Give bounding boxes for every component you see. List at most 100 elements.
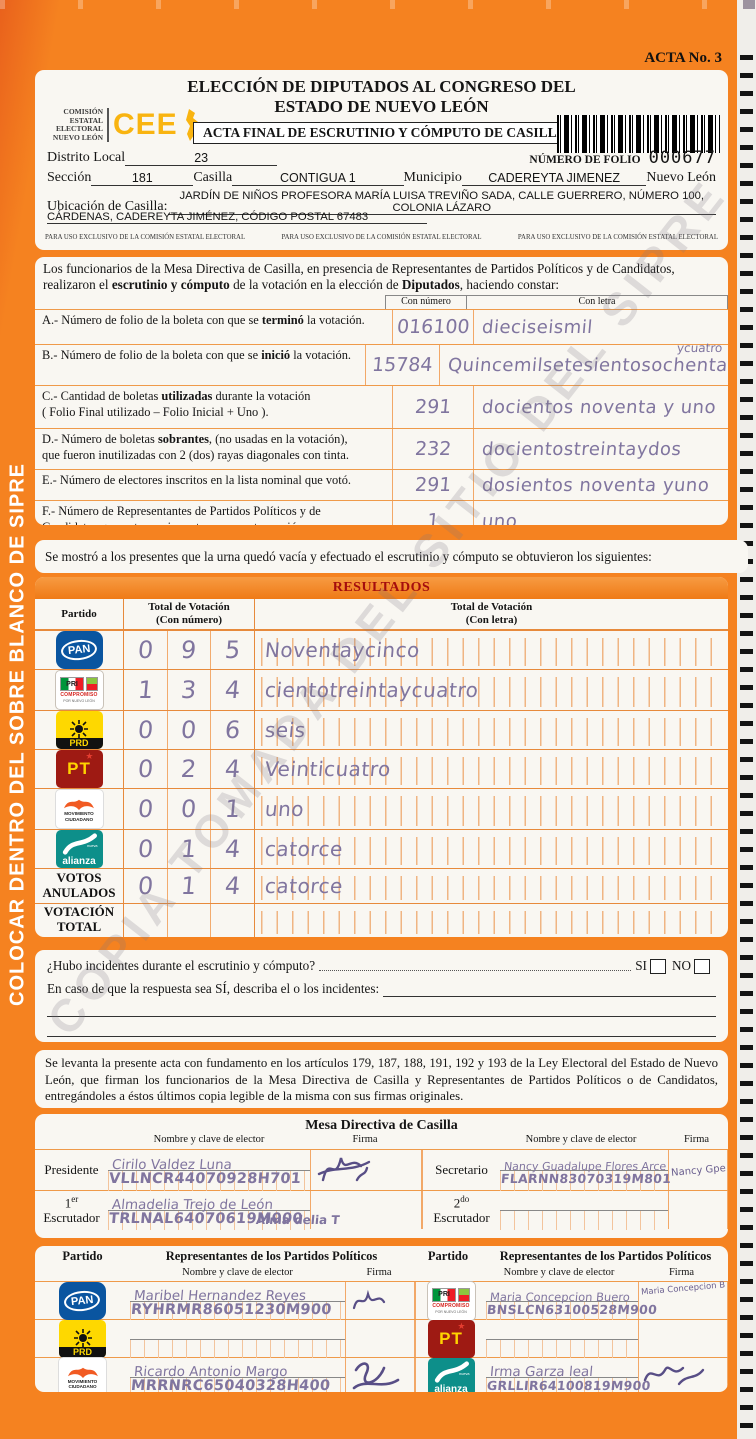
reps-subheader-row: Nombre y clave de elector Firma Nombre y … (182, 1267, 695, 1278)
signature-scribble (317, 1157, 371, 1182)
reps-header-row: Partido Representantes de los Partidos P… (62, 1249, 712, 1263)
incidents-describe-row: En caso de que la respuesta sea SÍ, desc… (47, 981, 716, 997)
handwritten-words: docientostreintaydos (481, 438, 683, 460)
acta-subtitle: ACTA FINAL DE ESCRUTINIO Y CÓMPUTO DE CA… (193, 122, 577, 144)
handwritten-words: dosientos noventa yuno (481, 474, 711, 496)
pri-rep-firma-cell: Maria Concepcion B (638, 1280, 728, 1319)
representantes-table: Partido Representantes de los Partidos P… (35, 1246, 728, 1392)
escrutador1-name-cell: Almadelia Trejo de León TRLNAL64070619M0… (108, 1191, 340, 1230)
mc-eagle-icon (67, 1367, 98, 1378)
boletas-section: Los funcionarios de la Mesa Directiva de… (35, 257, 728, 525)
folio-row: NÚMERO DE FOLIO 000677 (529, 148, 716, 168)
sleeve-instruction-vertical: COLOCAR DENTRO DEL SOBRE BLANCO DE SIPRE (6, 463, 29, 1007)
ubicacion-line2: CÁRDENAS, CADEREYTA JIMÉNEZ, CÓDIGO POST… (47, 211, 427, 224)
incidents-section: ¿Hubo incidentes durante el escrutinio y… (35, 950, 728, 1042)
municipio-value: CADEREYTA JIMENEZ (461, 171, 647, 186)
row-f: F.- Número de Representantes de Partidos… (35, 500, 728, 525)
prd-sun-icon (70, 720, 88, 738)
acta-number: ACTA No. 3 (644, 50, 722, 66)
nueva-alianza-logo: nueva alianza (427, 1357, 475, 1392)
results-table: RESULTADOS Partido Total de Votación (Con… (35, 577, 728, 937)
prd-logo: PRD (59, 1319, 106, 1358)
legal-paragraph: Se levanta la presente acta con fundamen… (35, 1050, 728, 1108)
pan-logo: PAN (59, 1281, 106, 1320)
handwritten-superscript: ycuatro (676, 341, 723, 356)
signature-scribble (352, 1289, 386, 1310)
tear-strip (737, 0, 756, 1439)
row-b: B.- Número de folio de la boleta con que… (35, 341, 728, 386)
mesa-directiva-table: Mesa Directiva de Casilla Nombre y clave… (35, 1114, 728, 1238)
af-table-header: Con número Con letra (35, 295, 728, 310)
distrito-value: 23 (125, 151, 278, 166)
distrito-row: Distrito Local 23 (47, 150, 716, 166)
page-title: ELECCIÓN DE DIPUTADOS AL CONGRESO DEL ES… (187, 77, 576, 117)
pri-compromiso-logo: PRI COMPROMISO POR NUEVO LEÓN (54, 670, 104, 710)
exclusive-use-labels: PARA USO EXCLUSIVO DE LA COMISIÓN ESTATA… (45, 234, 718, 241)
alianza-rep-firma-cell (638, 1358, 728, 1392)
pan-rep-name-cell: Maribel Hernandez Reyes RYHRMR86051230M9… (130, 1282, 345, 1320)
intro-paragraph: Los funcionarios de la Mesa Directiva de… (43, 261, 675, 293)
incidents-question-row: ¿Hubo incidentes durante el escrutinio y… (47, 958, 716, 974)
presidente-firma-cell (310, 1150, 422, 1190)
alianza-swoosh-icon (62, 833, 98, 855)
pt-star-icon: ★ (457, 1320, 466, 1331)
prd-sun-icon (73, 1328, 92, 1347)
handwritten-words: uno (481, 510, 519, 525)
mc-rep-name-cell: Ricardo Antonio Margo MRRNRC65040328H400 (130, 1358, 345, 1392)
prd-rep-name-cell (130, 1320, 345, 1358)
urna-statement: Se mostró a los presentes que la urna qu… (35, 540, 748, 573)
pri-rep-name-cell: Maria Concepcion Buero BNSLCN63100528M90… (486, 1282, 658, 1320)
handwritten-number: 291 (413, 474, 453, 497)
folio-value: 000677 (648, 148, 716, 168)
pt-logo: ★ PT (55, 750, 103, 788)
pt-logo: ★ PT (427, 1319, 475, 1358)
si-checkbox (649, 959, 666, 974)
perforation-dashes (740, 55, 753, 1439)
handwritten-words: Quincemilsetesientosochenta (447, 354, 728, 376)
movimiento-ciudadano-logo: MOVIMIENTO CIUDADANO (58, 1356, 107, 1392)
pan-rep-firma-cell (345, 1282, 415, 1319)
handwritten-words: docientos noventa y uno (481, 396, 717, 418)
no-checkbox (694, 959, 710, 974)
prd-logo: PRD (55, 711, 103, 749)
handwritten-number: 1 (425, 510, 441, 525)
pri-compromiso-logo: PRI COMPROMISO POR NUEVO LEÓN (426, 1280, 476, 1321)
mc-eagle-icon (64, 799, 94, 811)
mesa-title: Mesa Directiva de Casilla (305, 1118, 458, 1133)
mesa-row-2: 1er Escrutador Almadelia Trejo de León T… (35, 1190, 728, 1230)
movimiento-ciudadano-logo: MOVIMIENTO CIUDADANO (54, 789, 104, 829)
escrutador2-firma-cell (668, 1191, 728, 1229)
handwritten-number: 15784 (371, 354, 434, 377)
reps-row-2: PRD ★ PT (35, 1319, 728, 1358)
pt-rep-firma-cell (638, 1320, 728, 1357)
mc-rep-firma-cell (345, 1358, 415, 1392)
nueva-alianza-logo: nueva alianza (55, 830, 103, 868)
prd-rep-firma-cell (345, 1320, 415, 1357)
results-header: Partido Total de Votación (Con número) To… (35, 599, 728, 630)
alianza-swoosh-icon (434, 1360, 469, 1383)
handwritten-words: dieciseismil (481, 316, 594, 338)
write-line (383, 996, 716, 997)
secretario-firma-cell: Nancy Gpe Flores (668, 1150, 728, 1190)
handwritten-number: 232 (413, 438, 453, 461)
ubicacion-row: Ubicación de Casilla: JARDÍN DE NIÑOS PR… (47, 190, 716, 215)
signature-scribble (352, 1362, 400, 1390)
signature-scribble (643, 1366, 705, 1386)
results-band: RESULTADOS (35, 577, 728, 599)
dotted-leader (319, 970, 632, 971)
reps-row-1: PAN Maribel Hernandez Reyes RYHRMR860512… (35, 1280, 728, 1321)
row-d: D.- Número de boletas sobrantes, (no usa… (35, 428, 728, 470)
header-box: ELECCIÓN DE DIPUTADOS AL CONGRESO DEL ES… (35, 70, 728, 250)
row-a: A.- Número de folio de la boleta con que… (35, 309, 728, 345)
alianza-rep-name-cell: Irma Garza leal GRLLIR64100819M900 (486, 1358, 651, 1392)
pan-logo: PAN (55, 631, 103, 669)
escrutador1-firma-cell (310, 1191, 422, 1229)
seccion-value: 181 (91, 171, 194, 186)
barcode (557, 115, 720, 153)
results-row-total: VOTACIÓN TOTAL (35, 902, 728, 937)
